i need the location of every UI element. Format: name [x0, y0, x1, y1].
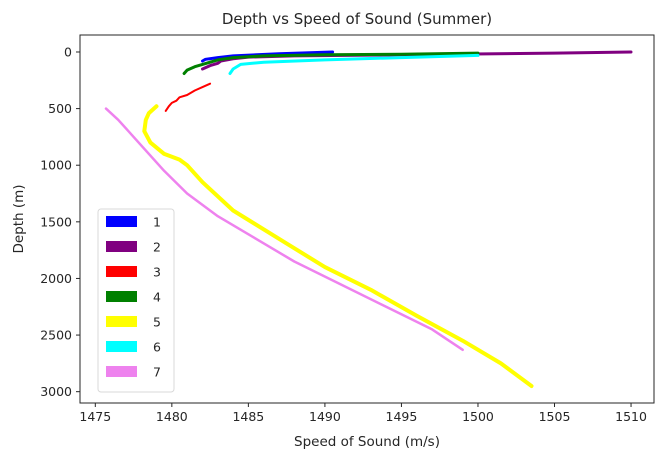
legend-label-7: 7: [153, 365, 161, 380]
y-tick-label: 1500: [40, 214, 72, 229]
legend-label-5: 5: [153, 315, 161, 330]
legend-swatch-4: [106, 291, 137, 302]
legend-label-6: 6: [153, 340, 161, 355]
series-line-3: [164, 82, 212, 112]
legend-label-4: 4: [153, 290, 161, 305]
y-axis: 0 500 1000 1500 2000 2500 3000: [40, 44, 80, 399]
legend-swatch-2: [106, 241, 137, 252]
y-tick-label: 2500: [40, 328, 72, 343]
series-line-1: [201, 50, 335, 63]
x-tick-label: 1490: [309, 409, 341, 424]
legend-swatch-6: [106, 341, 137, 352]
y-tick-label: 500: [48, 101, 72, 116]
series-line-4: [182, 51, 480, 75]
series-line-7: [104, 107, 464, 352]
y-tick-label: 1000: [40, 158, 72, 173]
legend-swatch-1: [106, 216, 137, 227]
y-tick-label: 0: [64, 44, 72, 59]
x-tick-label: 1500: [462, 409, 494, 424]
y-axis-title: Depth (m): [11, 184, 27, 253]
x-axis: 1475 1480 1485 1490 1495 1500 1505 1510: [79, 403, 647, 424]
x-tick-label: 1480: [156, 409, 188, 424]
series-line-6: [228, 53, 480, 75]
legend-swatch-5: [106, 316, 137, 327]
y-tick-label: 2000: [40, 271, 72, 286]
legend-swatch-3: [106, 266, 137, 277]
legend-swatch-7: [106, 366, 137, 377]
x-tick-label: 1495: [386, 409, 418, 424]
x-tick-label: 1510: [615, 409, 647, 424]
legend-label-1: 1: [153, 215, 161, 230]
legend: 1 2 3 4 5 6 7: [97, 208, 175, 393]
series-line-5: [142, 104, 534, 388]
x-tick-label: 1475: [79, 409, 111, 424]
x-tick-label: 1505: [539, 409, 571, 424]
plot-lines: [104, 50, 633, 388]
chart-title: Depth vs Speed of Sound (Summer): [222, 10, 492, 28]
legend-label-2: 2: [153, 240, 161, 255]
x-axis-title: Speed of Sound (m/s): [294, 434, 440, 450]
legend-label-3: 3: [153, 265, 161, 280]
x-tick-label: 1485: [232, 409, 264, 424]
y-tick-label: 3000: [40, 384, 72, 399]
plot-frame: [79, 34, 655, 404]
